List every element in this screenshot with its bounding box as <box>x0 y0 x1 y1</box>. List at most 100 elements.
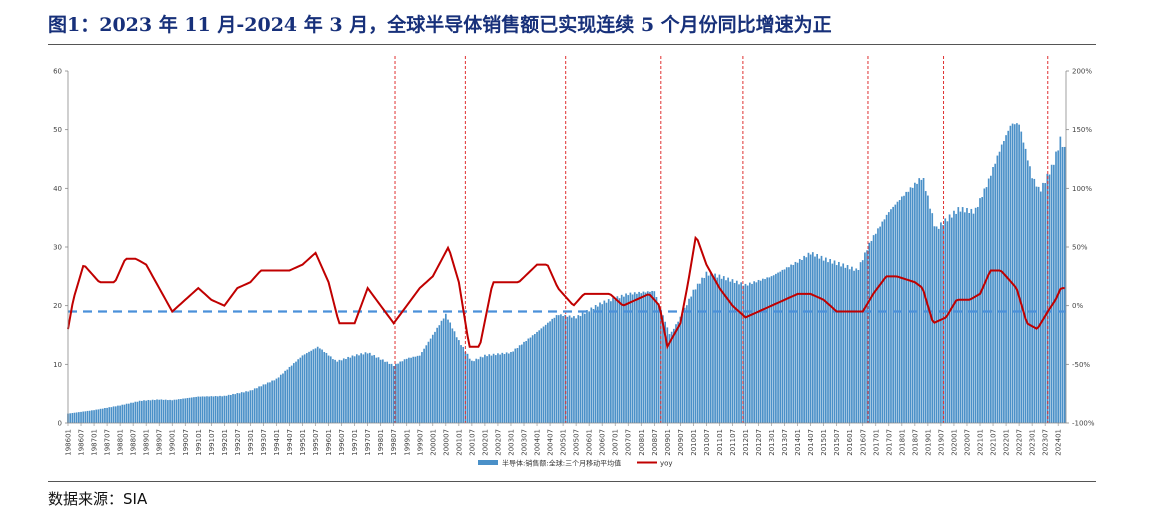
x-tick-label: 202401 <box>1055 429 1063 456</box>
sales-bar <box>78 412 80 423</box>
sales-bar <box>937 228 940 423</box>
sales-bar <box>440 320 443 423</box>
sales-bar <box>162 399 165 423</box>
sales-bar <box>575 318 577 423</box>
sales-bar <box>842 263 845 423</box>
right-tick-label: 0% <box>1072 302 1083 310</box>
sales-bar <box>581 312 584 423</box>
sales-bar <box>777 272 779 423</box>
sales-bar <box>705 271 708 423</box>
sales-bar <box>520 344 523 423</box>
sales-bar <box>955 213 957 423</box>
sales-bar <box>961 207 964 423</box>
sales-bar <box>725 280 727 423</box>
x-tick-label: 201101 <box>716 429 724 456</box>
sales-bar <box>151 399 154 423</box>
sales-bar <box>883 219 886 423</box>
x-tick-label: 202107 <box>990 429 998 456</box>
sales-bar <box>292 363 295 423</box>
sales-bar <box>299 357 302 423</box>
left-tick-label: 20 <box>53 302 62 310</box>
sales-bar <box>733 282 736 423</box>
sales-bar <box>534 333 536 423</box>
x-tick-label: 199607 <box>338 429 346 456</box>
sales-bar <box>282 373 284 423</box>
sales-bar <box>127 403 130 423</box>
sales-bar <box>709 272 712 423</box>
sales-bar <box>716 277 719 423</box>
sales-bar <box>117 405 119 423</box>
sales-bar <box>900 196 903 423</box>
sales-bar <box>614 299 617 423</box>
x-tick-label: 200701 <box>612 429 620 456</box>
sales-bar <box>853 270 855 423</box>
sales-bar <box>566 316 569 423</box>
sales-bar <box>388 363 391 423</box>
sales-bar <box>838 261 840 423</box>
sales-bar <box>236 393 239 423</box>
sales-bar <box>80 411 82 423</box>
sales-bar <box>82 411 85 423</box>
x-tick-label: 199901 <box>403 429 411 456</box>
sales-bar <box>193 397 195 423</box>
sales-bar <box>785 267 788 423</box>
sales-bar <box>788 267 790 423</box>
sales-bar <box>914 182 916 423</box>
sales-bar <box>905 191 908 423</box>
right-tick-label: 100% <box>1072 185 1092 193</box>
sales-bar <box>260 386 263 423</box>
sales-bar <box>156 399 158 423</box>
sales-bar <box>707 275 710 423</box>
sales-bar <box>772 275 775 423</box>
sales-bar <box>874 233 877 423</box>
sales-bar <box>145 400 148 423</box>
sales-bar <box>1048 174 1051 423</box>
sales-bar <box>306 353 308 423</box>
sales-bar <box>740 282 742 423</box>
sales-bar <box>169 399 171 423</box>
sales-bar <box>920 179 923 423</box>
legend-bar-label: 半导体:销售额:全球:三个月移动平均值 <box>502 459 621 468</box>
sales-bar <box>379 359 382 423</box>
sales-bar <box>458 340 460 423</box>
sales-bar <box>316 346 319 423</box>
sales-bar <box>968 213 970 423</box>
sales-bar <box>981 197 984 423</box>
sales-bar <box>1057 150 1060 423</box>
sales-bar <box>310 350 313 423</box>
sales-bar <box>712 276 714 423</box>
x-tick-label: 201207 <box>755 429 763 456</box>
sales-bar <box>922 178 925 423</box>
sales-bar <box>1022 142 1025 423</box>
sales-bar <box>412 356 415 423</box>
sales-bar <box>436 327 438 423</box>
sales-bar <box>471 360 473 423</box>
sales-bar <box>245 391 247 423</box>
sales-bar <box>805 257 808 423</box>
sales-bar <box>447 319 449 423</box>
sales-bar <box>295 361 297 423</box>
sales-bar <box>175 399 178 423</box>
sales-bar <box>510 351 512 423</box>
sales-bar <box>154 400 156 423</box>
x-tick-label: 202007 <box>963 429 971 456</box>
sales-bar <box>942 225 944 423</box>
sales-bar <box>909 187 912 423</box>
sales-bar <box>646 291 649 423</box>
sales-bar <box>88 410 91 423</box>
sales-bar <box>503 354 506 423</box>
sales-bar <box>694 289 697 423</box>
sales-bar <box>759 280 762 423</box>
sales-bar <box>592 308 595 423</box>
sales-bar <box>881 221 884 423</box>
x-tick-label: 199501 <box>299 429 307 456</box>
sales-bar <box>542 326 545 423</box>
sales-bar <box>727 277 729 423</box>
sales-bar <box>596 306 599 423</box>
sales-bar <box>190 397 193 423</box>
x-tick-label: 202301 <box>1029 429 1037 456</box>
sales-bar <box>781 269 784 423</box>
sales-bar <box>1033 178 1036 423</box>
sales-bar <box>1042 182 1044 423</box>
sales-bar <box>434 331 436 423</box>
